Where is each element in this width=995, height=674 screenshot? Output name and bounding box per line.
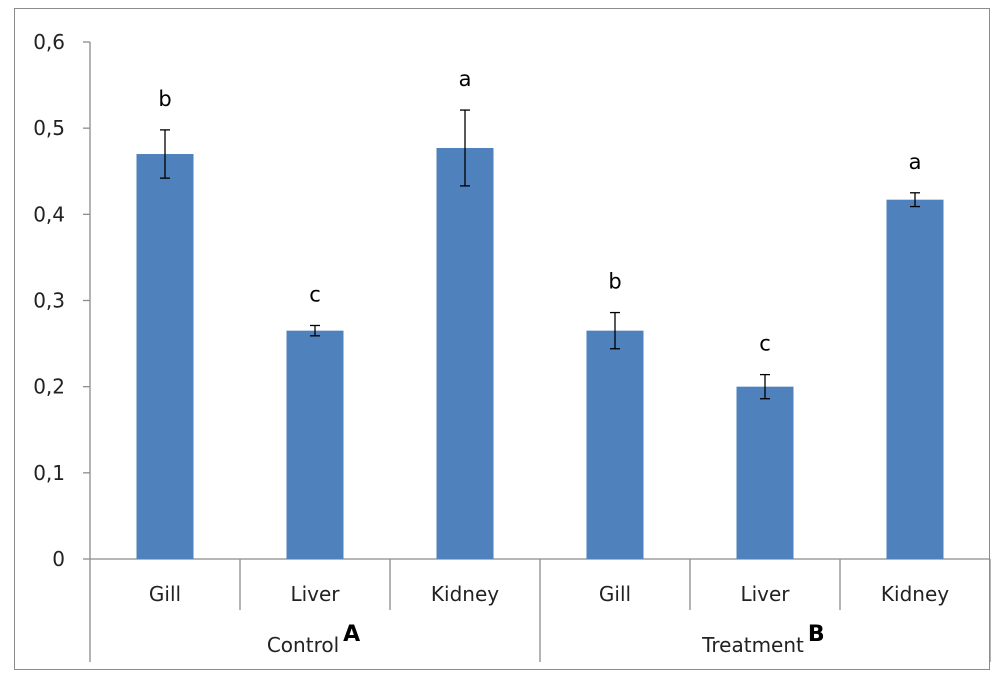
x-category-label: Gill xyxy=(599,582,631,606)
significance-letter: a xyxy=(459,67,472,91)
group-tag-letter: B xyxy=(808,622,825,647)
y-tick-label: 0,2 xyxy=(33,375,65,399)
x-category-label: Liver xyxy=(290,582,340,606)
y-tick-label: 0,6 xyxy=(33,30,65,54)
bar xyxy=(736,386,794,559)
y-tick-label: 0,3 xyxy=(33,289,65,313)
y-tick-label: 0,4 xyxy=(33,202,65,226)
significance-letter: a xyxy=(909,150,922,174)
bar xyxy=(586,330,644,559)
group-label: Control xyxy=(267,633,339,657)
bar xyxy=(886,199,944,559)
y-tick-label: 0,5 xyxy=(33,116,65,140)
x-category-label: Liver xyxy=(740,582,790,606)
bar xyxy=(136,154,194,559)
significance-letter: c xyxy=(309,282,321,306)
x-category-label: Kidney xyxy=(431,582,499,606)
significance-letter: b xyxy=(158,87,171,111)
y-tick-label: 0 xyxy=(52,547,65,571)
significance-letter: b xyxy=(608,270,621,294)
group-label: Treatment xyxy=(701,633,804,657)
x-category-label: Gill xyxy=(149,582,181,606)
bar xyxy=(436,147,494,560)
x-category-label: Kidney xyxy=(881,582,949,606)
bar xyxy=(286,330,344,559)
group-tag-letter: A xyxy=(343,622,360,647)
significance-letter: c xyxy=(759,332,771,356)
y-tick-label: 0,1 xyxy=(33,461,65,485)
